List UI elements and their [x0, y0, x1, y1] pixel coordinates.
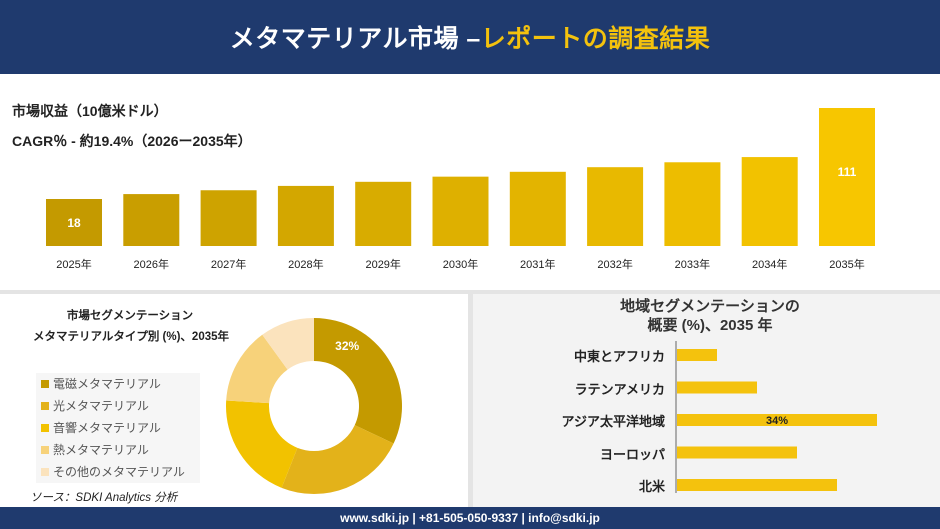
page-title: メタマテリアル市場 –レポートの調査結果: [230, 19, 711, 55]
revenue-bar: [355, 181, 412, 246]
x-tick-label: 2026年: [134, 257, 169, 271]
x-tick-label: 2030年: [443, 257, 478, 271]
legend-item: その他のメタマテリアル: [36, 461, 200, 483]
legend-label: 電磁メタマテリアル: [53, 377, 161, 392]
footer-contact: www.sdki.jp | +81-505-050-9337 | info@sd…: [0, 507, 940, 529]
legend-swatch: [41, 423, 49, 432]
legend-label: 熱メタマテリアル: [53, 443, 149, 458]
bar-data-label: 18: [67, 216, 81, 230]
legend-label: 音響メタマテリアル: [53, 421, 161, 436]
region-bar: [677, 479, 837, 491]
revenue-bar: [277, 185, 334, 246]
donut-slice: [226, 400, 298, 488]
legend-swatch: [41, 401, 49, 410]
x-tick-label: 2029年: [365, 257, 400, 271]
region-bar: [677, 381, 757, 394]
region-label: ヨーロッパ: [599, 446, 665, 462]
title-main: メタマテリアル市場 –: [229, 25, 481, 53]
type-donut-chart: 32%: [226, 318, 402, 494]
donut-slice: [314, 318, 402, 444]
revenue-bar: [509, 171, 566, 246]
region-label: 北米: [638, 479, 665, 494]
region-bar: [677, 349, 717, 361]
x-tick-label: 2035年: [829, 257, 864, 271]
segment-title-line1: 市場セグメンテーション: [66, 310, 194, 322]
revenue-bar-chart: 2025年 18 2026年 2027年 2028年 2029年 2030年 2031年 203…: [40, 108, 920, 271]
header-banner: メタマテリアル市場 –レポートの調査結果: [0, 0, 940, 74]
cagr-label: CAGR％ - 約19.4%（2026ー2035年）: [12, 133, 252, 149]
revenue-bar: [46, 199, 102, 246]
legend-label: その他のメタマテリアル: [53, 465, 185, 480]
donut-slice: [281, 425, 394, 494]
region-title-line1: 地域セグメンテーションの: [620, 298, 800, 315]
region-title-line2: 概要 (%)、2035 年: [647, 317, 773, 334]
x-tick-label: 2032年: [597, 257, 632, 271]
slice-data-label: 32%: [335, 339, 359, 353]
x-tick-label: 2033年: [675, 257, 710, 271]
title-highlight: レポートの調査結果: [480, 25, 711, 53]
legend-item: 光メタマテリアル: [36, 395, 200, 417]
revenue-bar: [741, 157, 798, 246]
region-title: 地域セグメンテーションの 概要 (%)、2035 年: [585, 297, 835, 335]
legend-item: 音響メタマテリアル: [36, 417, 200, 439]
x-tick-label: 2027年: [211, 257, 246, 271]
section-divider: [0, 290, 940, 294]
legend-item: 熱メタマテリアル: [36, 439, 200, 461]
revenue-bar: [819, 108, 875, 246]
region-label: アジア太平洋地域: [561, 414, 665, 429]
x-tick-label: 2028年: [288, 257, 323, 271]
bar-data-label: 111: [838, 165, 857, 179]
revenue-bar: [123, 194, 180, 246]
donut-slice: [226, 334, 288, 404]
x-tick-label: 2034年: [752, 257, 787, 271]
legend-swatch: [41, 379, 49, 388]
region-label: 中東とアフリカ: [573, 349, 665, 364]
revenue-label: 市場収益（10億米ドル）: [12, 103, 168, 119]
legend-swatch: [41, 467, 49, 476]
donut-slice: [262, 318, 314, 370]
revenue-bar: [664, 162, 721, 246]
legend-label: 光メタマテリアル: [53, 399, 149, 414]
revenue-bar: [432, 176, 489, 246]
region-bar: [677, 414, 877, 426]
chart-floor: [40, 236, 920, 250]
region-bar-data-label: 34%: [766, 415, 788, 427]
source-note: ソース：SDKI Analytics 分析: [30, 492, 178, 504]
x-tick-label: 2025年: [56, 257, 91, 271]
segment-title-line2: メタマテリアルタイプ別 (%)、2035年: [32, 331, 230, 343]
x-tick-label: 2031年: [520, 257, 555, 271]
legend-swatch: [41, 445, 49, 454]
legend-item: 電磁メタマテリアル: [36, 373, 200, 395]
donut-legend: 電磁メタマテリアル 光メタマテリアル 音響メタマテリアル 熱メタマテリアルその他のメタ…: [36, 373, 200, 483]
region-bar-chart: 34%: [675, 341, 877, 493]
region-label: ラテンアメリカ: [574, 381, 665, 397]
revenue-bar: [587, 167, 644, 246]
region-panel: [473, 294, 940, 507]
revenue-bar: [200, 190, 257, 246]
panel-divider: [468, 294, 473, 507]
region-bar: [677, 446, 797, 459]
